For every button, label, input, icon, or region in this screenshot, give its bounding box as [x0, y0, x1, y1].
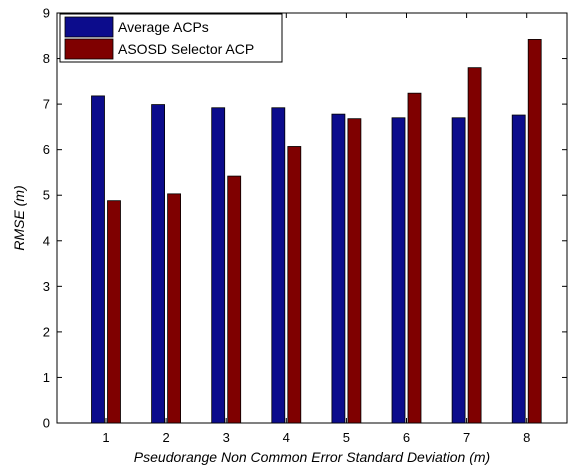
- bar-asosd-selector-acp-7: [467, 67, 482, 424]
- bar-average-acps-2: [151, 104, 166, 424]
- bar-average-acps-6: [391, 117, 406, 424]
- x-tick-label: 8: [523, 430, 530, 445]
- bar-average-acps-1: [91, 95, 105, 424]
- x-tick-label: 1: [102, 430, 109, 445]
- bar-asosd-selector-acp-4: [287, 146, 302, 424]
- x-axis-label: Pseudorange Non Common Error Standard De…: [134, 449, 490, 465]
- y-tick-label: 4: [43, 233, 50, 248]
- y-tick-label: 3: [43, 279, 50, 294]
- bar-asosd-selector-acp-3: [227, 175, 242, 424]
- plot-area: [56, 12, 568, 424]
- x-tick-labels: 1 2 3 4 5 6 7 8: [102, 430, 530, 445]
- y-tick-label: 8: [43, 51, 50, 66]
- bar-average-acps-7: [451, 117, 466, 424]
- bar-asosd-selector-acp-8: [527, 39, 542, 424]
- bars: [91, 39, 542, 424]
- legend-swatch-asosd-selector-acp: [64, 38, 114, 60]
- x-tick-label: 2: [162, 430, 169, 445]
- y-tick-label: 6: [43, 142, 50, 157]
- bar-asosd-selector-acp-5: [347, 118, 362, 424]
- bar-average-acps-4: [271, 107, 286, 424]
- y-tick-labels: 0 1 2 3 4 5 6 7 8 9: [43, 6, 50, 431]
- y-tick-label: 7: [43, 97, 50, 112]
- bar-asosd-selector-acp-2: [167, 193, 182, 424]
- y-tick-label: 1: [43, 370, 50, 385]
- bar-asosd-selector-acp-1: [107, 200, 121, 424]
- legend-label-asosd-selector-acp: ASOSD Selector ACP: [118, 41, 254, 57]
- y-tick-label: 2: [43, 324, 50, 339]
- x-tick-label: 3: [223, 430, 230, 445]
- y-axis-label: RMSE (m): [11, 185, 27, 250]
- x-tick-label: 6: [403, 430, 410, 445]
- x-tick-label: 5: [343, 430, 350, 445]
- bar-asosd-selector-acp-6: [407, 92, 422, 424]
- legend-swatch-average-acps: [64, 16, 114, 38]
- y-tick-label: 0: [43, 416, 50, 431]
- y-tick-label: 5: [43, 188, 50, 203]
- bar-average-acps-8: [511, 114, 526, 424]
- legend-label-average-acps: Average ACPs: [118, 19, 209, 35]
- y-tick-label: 9: [43, 6, 50, 21]
- x-tick-label: 7: [463, 430, 470, 445]
- legend: Average ACPs ASOSD Selector ACP: [59, 13, 283, 63]
- bar-average-acps-5: [331, 113, 346, 424]
- x-tick-label: 4: [283, 430, 290, 445]
- bar-average-acps-3: [211, 107, 226, 424]
